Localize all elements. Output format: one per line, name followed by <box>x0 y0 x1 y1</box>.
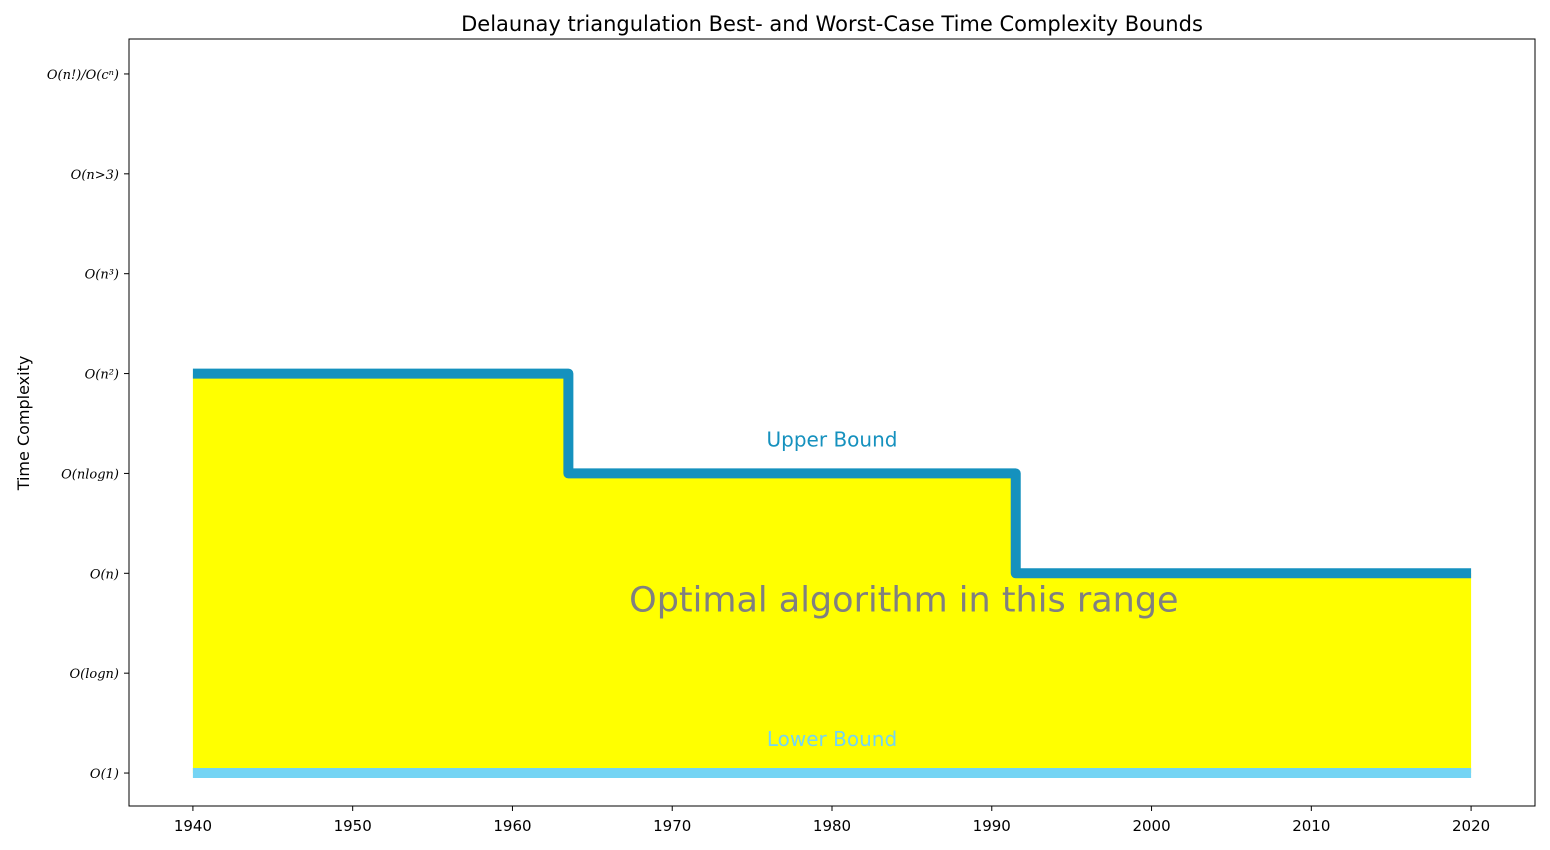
y-axis-label: Time Complexity <box>14 356 33 492</box>
optimal-range-fill <box>192 373 1472 774</box>
y-tick-label: O(n) <box>90 567 119 582</box>
series-layer <box>192 368 1472 779</box>
x-tick-label: 2010 <box>1292 817 1330 835</box>
x-tick-label: 2020 <box>1452 817 1490 835</box>
x-tick-label: 1940 <box>174 817 212 835</box>
x-tick-label: 1950 <box>334 817 372 835</box>
x-axis: 1940 1950 1960 1970 1980 1990 2000 2010 2020 <box>174 806 1490 835</box>
optimal-algorithm-in-this-range-annotation: Optimal algorithm in this range <box>629 580 1178 620</box>
x-tick-label: 1960 <box>493 817 531 835</box>
y-axis: O(1) O(logn) O(n) O(nlogn) O(n²) O(n³) O(n>3) O… <box>47 68 129 782</box>
x-tick-label: 1990 <box>973 817 1011 835</box>
chart-title: Delaunay triangulation Best- and Worst-C… <box>461 12 1203 36</box>
y-tick-label: O(n!)/O(cⁿ) <box>47 68 119 83</box>
y-tick-label: O(n²) <box>85 368 119 383</box>
annotation-layer: Upper Bound Lower Bound Optimal algorithm … <box>629 427 1178 751</box>
x-tick-label: 1980 <box>813 817 851 835</box>
y-tick-label: O(nlogn) <box>61 467 119 482</box>
y-tick-label: O(n>3) <box>71 168 119 183</box>
y-tick-label: O(n³) <box>85 268 119 283</box>
upper-bound-annotation: Upper Bound <box>767 427 898 451</box>
x-tick-label: 2000 <box>1132 817 1170 835</box>
optimal-range-fill-layer <box>192 373 1472 774</box>
lower-bound-annotation: Lower Bound <box>767 727 897 751</box>
x-tick-label: 1970 <box>653 817 691 835</box>
y-tick-label: O(logn) <box>70 667 119 682</box>
upper-bound-line <box>192 368 1472 579</box>
y-tick-label: O(1) <box>90 767 119 782</box>
